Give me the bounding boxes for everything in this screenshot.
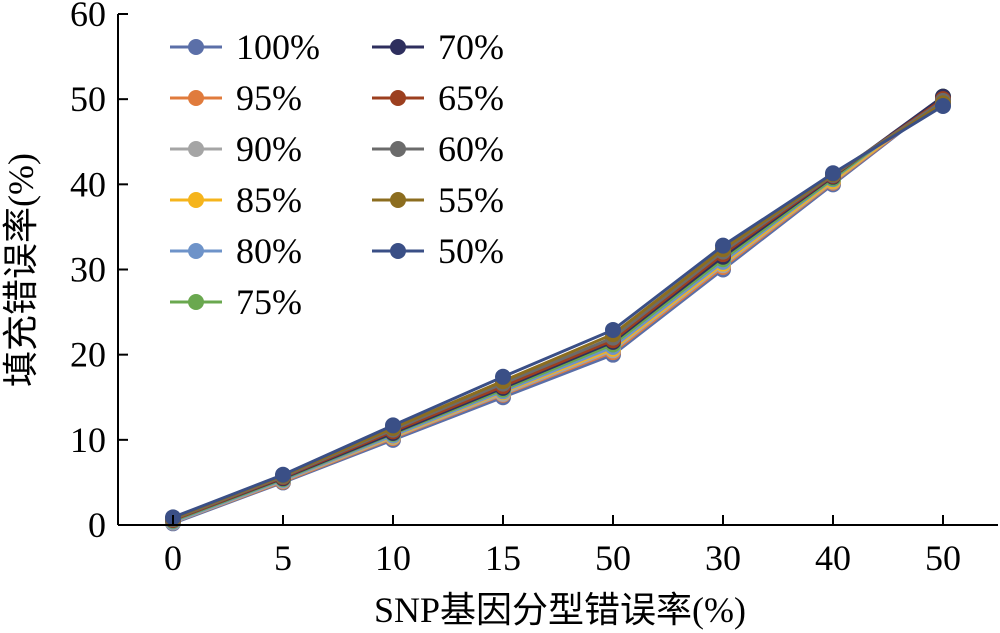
x-tick-label: 0 — [164, 538, 182, 578]
legend-item: 65% — [372, 78, 504, 118]
legend-marker — [188, 141, 204, 157]
legend-marker — [390, 243, 406, 259]
legend-item: 95% — [170, 78, 302, 118]
legend-marker — [188, 39, 204, 55]
data-point — [605, 321, 621, 338]
x-tick-label: 40 — [815, 538, 851, 578]
y-axis-title: 填充错误率(%) — [1, 153, 41, 387]
data-point — [825, 165, 841, 182]
x-axis-title: SNP基因分型错误率(%) — [374, 590, 746, 630]
legend-item: 85% — [170, 180, 302, 220]
legend-marker — [390, 192, 406, 208]
legend-marker — [390, 141, 406, 157]
y-tick-label: 40 — [70, 164, 106, 204]
legend-item: 80% — [170, 231, 302, 271]
y-tick-label: 50 — [70, 79, 106, 119]
y-tick-label: 0 — [88, 505, 106, 545]
legend-label: 90% — [236, 129, 302, 169]
x-tick-label: 50 — [595, 538, 631, 578]
legend-item: 70% — [372, 27, 504, 67]
legend-marker — [390, 90, 406, 106]
y-tick-label: 60 — [70, 0, 106, 34]
legend-label: 55% — [438, 180, 504, 220]
legend-item: 50% — [372, 231, 504, 271]
data-point — [715, 237, 731, 254]
legend-label: 70% — [438, 27, 504, 67]
legend-label: 60% — [438, 129, 504, 169]
legend-item: 60% — [372, 129, 504, 169]
legend-item: 100% — [170, 27, 320, 67]
legend-label: 80% — [236, 231, 302, 271]
y-tick-label: 30 — [70, 250, 106, 290]
legend-marker — [188, 90, 204, 106]
legend-label: 95% — [236, 78, 302, 118]
legend-marker — [188, 294, 204, 310]
x-tick-label: 30 — [705, 538, 741, 578]
y-tick-label: 10 — [70, 420, 106, 460]
legend-marker — [188, 192, 204, 208]
data-point — [495, 368, 511, 385]
legend: 100% 95% 90% 85% 80% 75% 70% 65% 60% 55% 50% — [170, 27, 504, 322]
legend-item: 75% — [170, 282, 302, 322]
data-point — [935, 97, 951, 114]
axes: 0 10 20 30 40 50 60 0 5 10 15 50 30 40 50 — [70, 0, 998, 578]
x-tick-label: 5 — [274, 538, 292, 578]
legend-label: 50% — [438, 231, 504, 271]
legend-label: 100% — [236, 27, 320, 67]
legend-label: 75% — [236, 282, 302, 322]
data-point — [275, 466, 291, 483]
x-tick-label: 10 — [375, 538, 411, 578]
legend-label: 65% — [438, 78, 504, 118]
legend-marker — [188, 243, 204, 259]
y-tick-label: 20 — [70, 335, 106, 375]
legend-item: 55% — [372, 180, 504, 220]
legend-item: 90% — [170, 129, 302, 169]
x-tick-label: 50 — [925, 538, 961, 578]
plot-area — [165, 88, 951, 532]
data-point — [385, 417, 401, 434]
legend-label: 85% — [236, 180, 302, 220]
series-line — [172, 104, 944, 519]
series-50pct — [165, 97, 951, 526]
x-tick-label: 15 — [485, 538, 521, 578]
legend-marker — [390, 39, 406, 55]
